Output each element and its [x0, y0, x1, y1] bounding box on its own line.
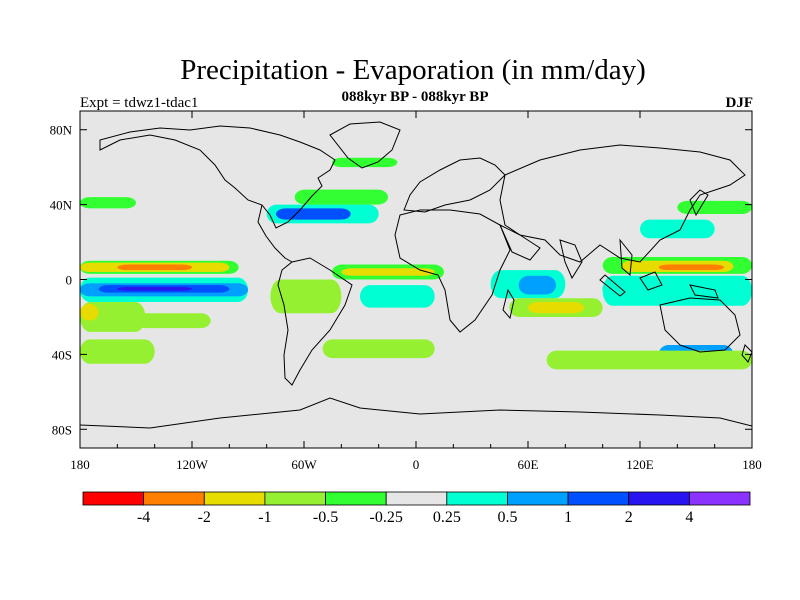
colorbar-swatch [385, 491, 448, 506]
subtitle: 088kyr BP - 088kyr BP [341, 89, 489, 105]
colorbar-swatch [688, 491, 751, 506]
field-feature-spcz-yellow [80, 303, 99, 321]
coastline-madagascar [502, 288, 515, 320]
field-feature-kuroshio-dry [640, 219, 715, 239]
coastlines [80, 121, 752, 429]
field-feature-atl-itcz-yellow [341, 268, 435, 276]
coastline-arabia [498, 223, 541, 261]
field-feature-s-pacific-south [80, 339, 155, 364]
colorbar-label: -1 [258, 509, 271, 526]
field-feature-n-pacific-storm [80, 197, 136, 209]
x-tick-label: 0 [413, 457, 420, 472]
map-axes: 180 120W 60W 0 60E 120E 180 80N 40N 0 40S 80S [50, 111, 762, 472]
coastline-south-america [277, 257, 353, 386]
colorbar-label: 0.25 [433, 509, 461, 526]
season-label: DJF [725, 95, 754, 111]
field-feature-kuroshio-green [677, 200, 752, 214]
field-feature-pacific-itcz-orange [117, 264, 192, 271]
coastline-greenland [329, 121, 401, 169]
colorbar-swatch [507, 491, 569, 506]
colorbar-swatch [143, 491, 205, 506]
colorbar-swatch [628, 491, 690, 506]
y-tick-label: 40N [50, 198, 73, 213]
coastline-new-guinea [689, 284, 719, 299]
x-tick-label: 60W [291, 457, 317, 472]
coastline-new-zealand [741, 344, 752, 363]
coastline-africa [394, 209, 511, 333]
coastline-australia [659, 297, 741, 353]
field-feature-pacific-dry-tongue-core [117, 286, 192, 291]
page-title: Precipitation - Evaporation (in mm/day) [180, 54, 646, 86]
colorbar-label: -2 [198, 509, 211, 526]
colorbar-swatch [446, 491, 508, 506]
colorbar-label: -4 [137, 509, 150, 526]
field-feature-amazon-green [270, 279, 342, 314]
y-tick-label: 80S [52, 422, 72, 437]
colorbar-label: -0.25 [370, 509, 403, 526]
colorbar-label: 2 [625, 509, 633, 526]
coastline-borneo [639, 271, 663, 291]
colorbar-swatch [325, 491, 387, 506]
coastline-europe [403, 157, 506, 213]
field-feature-w-pacific-wet-orange [658, 264, 724, 271]
field-feature-n-atl-high-green [332, 157, 398, 168]
colorbar-label: 0.5 [497, 509, 517, 526]
colorbar-swatch [567, 491, 630, 506]
coastline-central-america [257, 204, 293, 263]
coastline-sumatra [599, 274, 626, 297]
x-tick-label: 60E [518, 457, 539, 472]
field-feature-n-atl-dry-blue [276, 208, 351, 220]
colorbar-swatch [264, 491, 326, 506]
coastline-india [559, 239, 583, 280]
field-feature-maritime-dry-cyan [602, 275, 752, 306]
coastline-indochina [619, 238, 633, 277]
field-feature-s-indian-yellow [528, 301, 584, 314]
field-layer [80, 157, 752, 370]
coastline-north-america [99, 125, 336, 229]
x-tick-label: 180 [742, 457, 762, 472]
colorbar-swatch [82, 491, 145, 506]
experiment-label: Expt = tdwz1-tdac1 [80, 95, 199, 111]
field-feature-s-atl-dry-cyan [360, 285, 435, 308]
coastline-antarctica [80, 397, 752, 429]
x-tick-label: 120E [626, 457, 654, 472]
colorbar-label: 4 [685, 509, 693, 526]
colorbar-label: -0.5 [313, 509, 338, 526]
coastline-asia [499, 144, 746, 263]
y-tick-label: 0 [66, 273, 73, 288]
field-feature-s-ocean-green [546, 350, 752, 370]
colorbar-label: 1 [564, 509, 572, 526]
y-tick-label: 40S [52, 347, 72, 362]
field-feature-s-pacific-band [136, 313, 211, 329]
coastline-japan [689, 189, 709, 217]
field-feature-gulf-stream-green [294, 189, 388, 205]
y-tick-label: 80N [50, 123, 73, 138]
x-tick-label: 180 [70, 457, 90, 472]
x-tick-label: 120W [176, 457, 209, 472]
colorbar: -4 -2 -1 -0.5 -0.25 0.25 0.5 1 2 4 [82, 491, 751, 526]
colorbar-swatch [203, 491, 266, 506]
field-feature-s-atl-storm [322, 339, 435, 359]
field-feature-indian-dry-blue [518, 275, 556, 295]
